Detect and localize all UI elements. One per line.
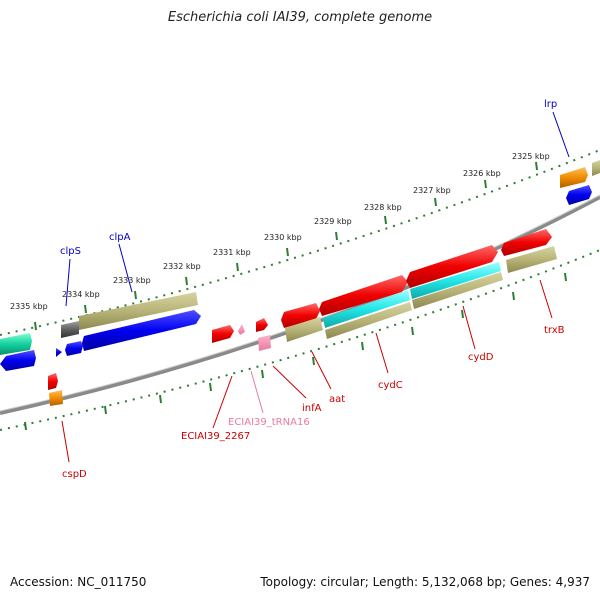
gene-pink-trna16[interactable]: [238, 324, 245, 335]
gene-gray[interactable]: [61, 321, 79, 338]
genome-backbone: [0, 195, 600, 415]
scale-ticks-outer: [34, 161, 538, 331]
gene-blue-left[interactable]: [0, 350, 36, 371]
gene-red-cydD[interactable]: [406, 245, 498, 288]
gene-khaki-lrp[interactable]: [592, 160, 600, 176]
gene-blue-lrp[interactable]: [566, 185, 592, 205]
gene-red-trxB[interactable]: [501, 229, 552, 256]
callout-cydD: [462, 305, 476, 350]
scale-label-2327: 2327 kbp: [413, 186, 451, 195]
genome-backbone-highlight: [0, 194, 600, 412]
callout-lrp: [552, 111, 570, 158]
gene-cyan-cydD[interactable]: [410, 262, 501, 299]
gene-red-aat[interactable]: [281, 303, 320, 328]
scale-label-2332: 2332 kbp: [163, 262, 201, 271]
callout-infA: [272, 365, 307, 399]
gene-green-left[interactable]: [0, 333, 32, 355]
scale-label-2334: 2334 kbp: [62, 290, 100, 299]
gene-blue-small[interactable]: [65, 341, 83, 356]
gene-khaki-trxB[interactable]: [506, 246, 557, 273]
scale-track-inner: [0, 249, 600, 431]
scale-label-2331: 2331 kbp: [213, 248, 251, 257]
gene-label-infA[interactable]: infA: [302, 403, 322, 414]
scale-label-2329: 2329 kbp: [314, 217, 352, 226]
gene-red-2267[interactable]: [212, 325, 234, 343]
gene-red-cspD[interactable]: [48, 373, 58, 390]
scale-track-outer: [0, 149, 600, 336]
callout-trna16: [250, 370, 264, 414]
callout-clpA: [118, 243, 133, 293]
gene-orange-cspD[interactable]: [49, 390, 63, 406]
genome-summary-text: Topology: circular; Length: 5,132,068 bp…: [260, 575, 590, 589]
gene-label-clpA[interactable]: clpA: [109, 232, 131, 243]
gene-label-lrp[interactable]: lrp: [544, 99, 557, 110]
scale-ticks-inner: [24, 272, 567, 431]
gene-label-ECIAI39_tRNA16[interactable]: ECIAI39_tRNA16: [228, 417, 310, 428]
gene-label-trxB[interactable]: trxB: [544, 325, 565, 336]
gene-khaki-cydD[interactable]: [412, 272, 503, 309]
scale-label-2325: 2325 kbp: [512, 152, 550, 161]
callout-cydC: [375, 332, 389, 374]
gene-khaki-cydC[interactable]: [325, 302, 412, 339]
gene-red-infA[interactable]: [256, 318, 268, 332]
scale-label-2328: 2328 kbp: [364, 203, 402, 212]
gene-red-cydC[interactable]: [319, 275, 408, 316]
gene-khaki-aat[interactable]: [285, 317, 323, 342]
gene-blue-tiny[interactable]: [56, 348, 62, 357]
gene-label-cydC[interactable]: cydC: [378, 380, 403, 391]
scale-label-2330: 2330 kbp: [264, 233, 302, 242]
gene-label-ECIAI39_2267[interactable]: ECIAI39_2267: [181, 431, 250, 442]
callout-cspD: [61, 420, 70, 463]
gene-label-clpS[interactable]: clpS: [60, 246, 81, 257]
accession-text: Accession: NC_011750: [10, 575, 147, 589]
scale-label-2333: 2333 kbp: [113, 276, 151, 285]
gene-orange-lrp[interactable]: [560, 167, 588, 188]
scale-label-2335: 2335 kbp: [10, 302, 48, 311]
gene-khaki-clpA[interactable]: [79, 292, 198, 330]
gene-cyan-cydC[interactable]: [323, 290, 410, 328]
callout-trxB: [539, 279, 553, 319]
scale-label-2326: 2326 kbp: [463, 169, 501, 178]
callout-clpS: [65, 258, 71, 307]
gene-label-cydD[interactable]: cydD: [468, 352, 494, 363]
genome-title: Escherichia coli IAI39, complete genome: [167, 10, 433, 25]
gene-blue-clpA[interactable]: [82, 310, 201, 351]
callout-2267: [212, 375, 233, 429]
gene-label-cspD[interactable]: cspD: [62, 469, 87, 480]
gene-label-aat[interactable]: aat: [329, 394, 345, 405]
callout-aat: [311, 351, 332, 390]
gene-pink-infA[interactable]: [258, 335, 271, 351]
